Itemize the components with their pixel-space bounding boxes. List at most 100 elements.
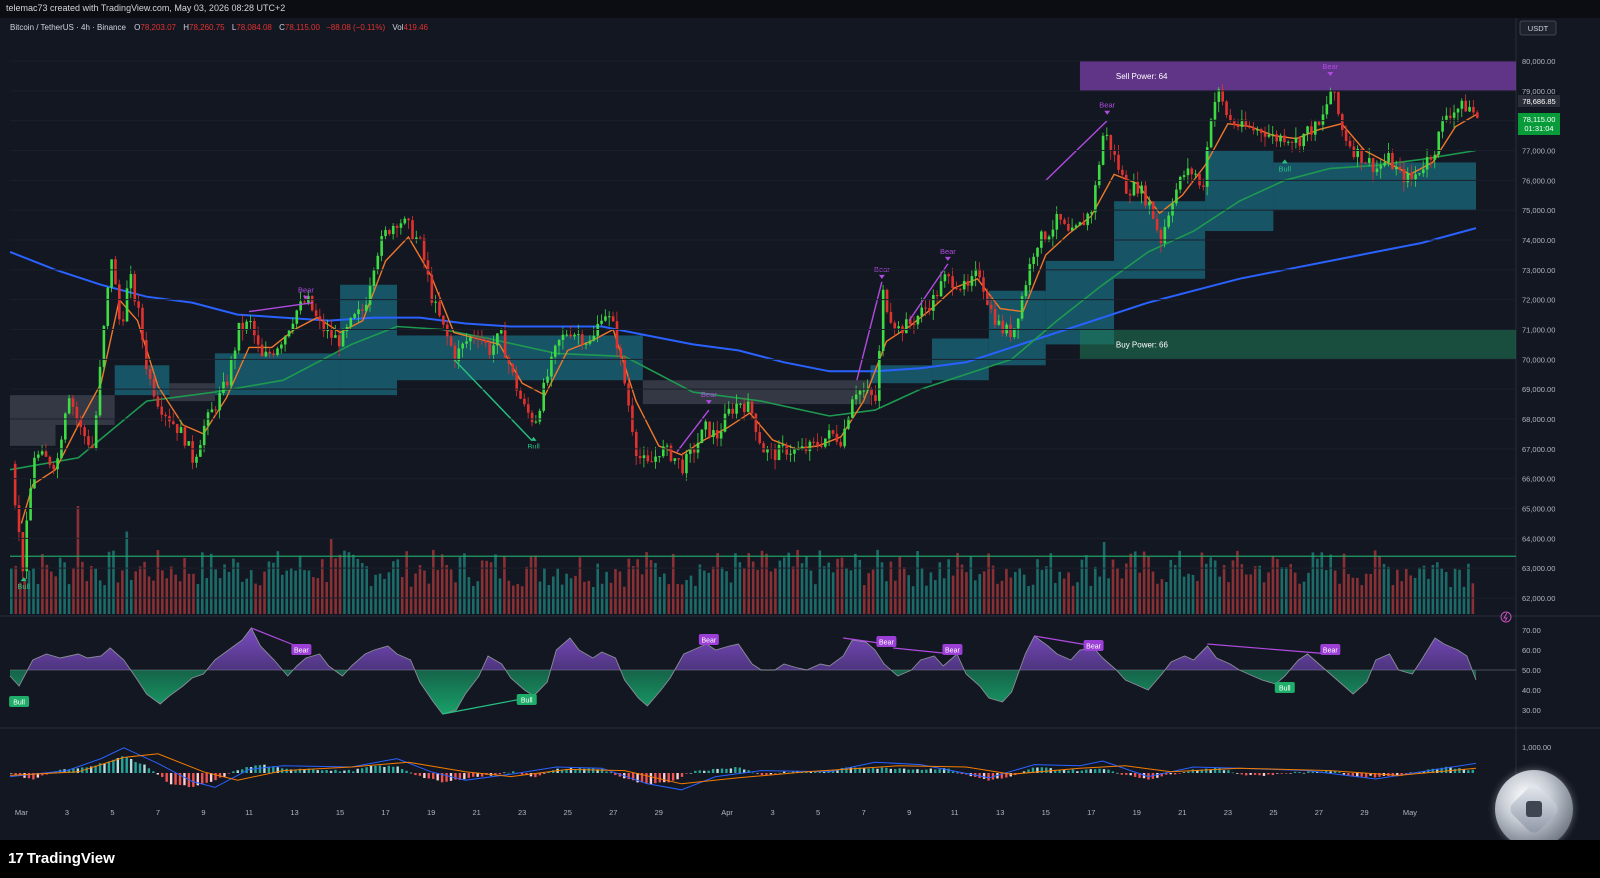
candle-body: [530, 412, 534, 423]
volume-bar: [1102, 542, 1106, 614]
macd-histogram-bar: [636, 773, 639, 783]
volume-bar: [747, 553, 751, 614]
macd-histogram-bar: [107, 761, 111, 773]
macd-histogram-bar: [1000, 773, 1004, 779]
currency-badge[interactable]: [1519, 20, 1557, 36]
volume-bar: [1449, 586, 1452, 614]
macd-histogram-bar: [698, 770, 701, 773]
macd-histogram-bar: [1284, 773, 1288, 774]
date-tick-label: 11: [245, 808, 253, 817]
macd-histogram-bar: [356, 768, 359, 773]
macd-histogram-bar: [1116, 772, 1119, 774]
bull-oscillator-badge: [1274, 682, 1295, 693]
volume-bar: [1200, 552, 1204, 614]
tradingview-logo[interactable]: 17 TradingView: [8, 850, 115, 867]
candle-body: [129, 274, 133, 289]
volume-bar: [1151, 571, 1155, 614]
macd-histogram-bar: [1022, 771, 1026, 773]
price-tick-label: 72,000.00: [1522, 296, 1555, 305]
macd-histogram-bar: [1249, 773, 1252, 775]
candle-body: [287, 330, 291, 337]
macd-histogram-bar: [676, 773, 679, 780]
volume-bar: [1133, 551, 1137, 614]
volume-bar: [1120, 578, 1124, 614]
candle-body: [839, 441, 843, 447]
macd-histogram-bar: [116, 758, 120, 773]
cloud-segment: [1273, 162, 1476, 211]
macd-histogram-bar: [529, 773, 533, 777]
volume-bar: [418, 565, 422, 614]
candle-body: [1406, 173, 1410, 183]
candle-body: [739, 403, 742, 405]
candle-body: [1429, 157, 1433, 160]
volume-bar: [520, 586, 524, 614]
macd-histogram-bar: [227, 773, 231, 774]
macd-histogram-bar: [1471, 769, 1474, 773]
macd-histogram-bar: [734, 767, 737, 773]
candle-body: [399, 223, 403, 228]
volume-bar: [1156, 583, 1159, 614]
macd-histogram-bar: [774, 773, 777, 774]
volume-bar: [618, 571, 622, 614]
macd-histogram-bar: [263, 764, 266, 773]
volume-bar: [1467, 563, 1470, 614]
volume-bar: [631, 566, 635, 614]
bear-signal-label: Bear: [1099, 101, 1115, 110]
macd-histogram-bar: [1125, 773, 1128, 775]
macd-histogram-bar: [1098, 768, 1101, 773]
macd-histogram-bar: [432, 773, 435, 779]
volume-bar: [458, 557, 462, 614]
macd-histogram-bar: [743, 769, 746, 773]
price-tick-label: 77,000.00: [1522, 147, 1555, 156]
macd-histogram-bar: [169, 773, 173, 785]
volume-bar: [294, 570, 297, 614]
volume-bar: [934, 580, 937, 614]
volume-bar: [534, 555, 537, 614]
macd-histogram-bar: [934, 769, 937, 773]
candle-body: [947, 274, 951, 277]
macd-histogram-bar: [902, 768, 906, 773]
volume-bar: [1387, 566, 1390, 614]
volume-bar: [1178, 550, 1181, 614]
candle-body: [847, 417, 850, 429]
volume-bar: [387, 572, 391, 614]
macd-histogram-bar: [738, 767, 741, 773]
volume-bar: [587, 580, 591, 614]
candle-body: [1425, 157, 1429, 170]
candle-body: [727, 408, 731, 414]
candle-body: [164, 414, 167, 417]
volume-bar: [902, 567, 906, 614]
price-tick-label: 71,000.00: [1522, 326, 1555, 335]
macd-histogram-bar: [1280, 773, 1283, 774]
macd-histogram-bar: [1067, 770, 1070, 773]
volume-bar: [1222, 565, 1226, 614]
candle-body: [67, 398, 71, 414]
volume-bar: [1031, 584, 1035, 614]
price-tick-label: 73,000.00: [1522, 266, 1555, 275]
macd-histogram-bar: [894, 769, 897, 773]
candle-body: [56, 458, 59, 470]
volume-bar: [938, 562, 942, 614]
candle-body: [781, 444, 785, 446]
volume-bar: [547, 585, 551, 614]
candle-body: [731, 408, 735, 414]
macd-histogram-bar: [1213, 768, 1217, 773]
candle-body: [642, 455, 646, 459]
candle-body: [118, 284, 121, 320]
lightning-icon[interactable]: [1500, 611, 1512, 623]
candle-body: [1090, 212, 1093, 214]
macd-histogram-bar: [920, 769, 924, 773]
candle-body: [426, 260, 430, 275]
macd-histogram-bar: [405, 770, 408, 773]
date-tick-label: 21: [472, 808, 480, 817]
top-bar: telemac73 created with TradingView.com, …: [0, 0, 1600, 18]
macd-histogram-bar: [463, 773, 466, 780]
macd-histogram-bar: [343, 770, 346, 773]
macd-histogram-bar: [707, 770, 710, 773]
macd-histogram-bar: [583, 768, 586, 773]
volume-bar: [312, 577, 315, 614]
volume-bar: [1058, 571, 1062, 614]
volume-bar: [112, 550, 115, 614]
volume-bar: [1422, 565, 1426, 614]
